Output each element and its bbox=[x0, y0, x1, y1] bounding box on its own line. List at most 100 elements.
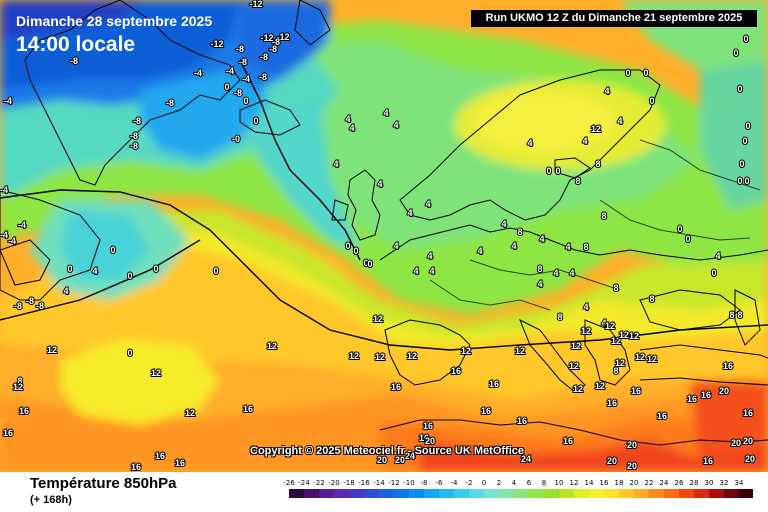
color-scale-cell bbox=[589, 489, 604, 498]
isotherm-label: 4 bbox=[539, 234, 544, 244]
map-svg: -12-12-12-12-8-4-8-8-8-8-4-4-8-8-8-8-4-8… bbox=[0, 0, 768, 472]
isotherm-label: 12 bbox=[267, 341, 277, 351]
isotherm-label: 16 bbox=[175, 458, 185, 468]
forecast-date: Dimanche 28 septembre 2025 bbox=[16, 13, 213, 29]
color-scale-cell bbox=[469, 489, 484, 498]
isotherm-label: 0 bbox=[649, 96, 654, 106]
color-scale-tick-label: -18 bbox=[343, 479, 355, 487]
color-scale-tick-label: 34 bbox=[734, 479, 744, 487]
isotherm-label: 0 bbox=[363, 258, 368, 268]
isotherm-label: 0 bbox=[345, 241, 350, 251]
color-scale-tick-label: -20 bbox=[328, 479, 340, 487]
isotherm-label: 16 bbox=[419, 433, 429, 443]
isotherm-label: -12 bbox=[276, 32, 289, 42]
isotherm-label: 0 bbox=[546, 166, 551, 176]
isotherm-label: 4 bbox=[393, 120, 398, 130]
isotherm-label: -8 bbox=[166, 98, 174, 108]
color-scale-cell bbox=[709, 489, 724, 498]
isotherm-label: 16 bbox=[607, 398, 617, 408]
model-run-info: Run UKMO 12 Z du Dimanche 21 septembre 2… bbox=[471, 10, 757, 27]
isotherm-label: 4 bbox=[377, 179, 382, 189]
color-scale-tick-label: -4 bbox=[450, 479, 458, 487]
isotherm-label: 0 bbox=[737, 176, 742, 186]
isotherm-label: 12 bbox=[591, 124, 601, 134]
color-scale-cell bbox=[574, 489, 589, 498]
isotherm-label: 0 bbox=[625, 68, 630, 78]
isotherm-label: 16 bbox=[423, 421, 433, 431]
isotherm-label: 0 bbox=[253, 116, 258, 126]
isotherm-label: 0 bbox=[127, 271, 132, 281]
color-scale-cell bbox=[454, 489, 469, 498]
isotherm-label: 4 bbox=[715, 251, 720, 261]
color-scale-cell bbox=[304, 489, 319, 498]
isotherm-label: -12 bbox=[260, 33, 273, 43]
isotherm-label: 20 bbox=[745, 454, 755, 464]
color-scale-tick-label: 24 bbox=[659, 479, 669, 487]
isotherm-label: 4 bbox=[501, 219, 506, 229]
isotherm-label: 0 bbox=[745, 121, 750, 131]
isotherm-label: 20 bbox=[425, 436, 435, 446]
isotherm-label: 4 bbox=[345, 114, 350, 124]
isotherm-label: 4 bbox=[511, 241, 516, 251]
isotherm-label: -8 bbox=[36, 301, 44, 311]
color-scale-tick-label: 16 bbox=[599, 479, 609, 487]
color-scale-cell bbox=[424, 489, 439, 498]
isotherm-label: 12 bbox=[611, 336, 621, 346]
isotherm-label: -12 bbox=[249, 0, 262, 9]
isotherm-label: 8 bbox=[601, 211, 606, 221]
isotherm-label: 12 bbox=[151, 368, 161, 378]
isotherm-label: 8 bbox=[737, 310, 742, 320]
isotherm-label: 0 bbox=[153, 264, 158, 274]
isotherm-label: 8 bbox=[557, 312, 562, 322]
temperature-map: -12 -12 -12 -12 -8 -4 -8 -8 -8 -8 -4 -4 -8 -8 -8 -8 -4 -8… bbox=[0, 0, 768, 472]
isotherm-label: 16 bbox=[243, 404, 253, 414]
isotherm-label: 16 bbox=[563, 436, 573, 446]
isotherm-label: 8 bbox=[729, 310, 734, 320]
isotherm-label: 4 bbox=[565, 242, 570, 252]
color-scale-cell bbox=[544, 489, 559, 498]
color-scale-cell bbox=[289, 489, 304, 498]
isotherm-label: 16 bbox=[131, 462, 141, 472]
isotherm-label: -4 bbox=[226, 66, 234, 76]
isotherm-label: 20 bbox=[731, 438, 741, 448]
isotherm-label: 16 bbox=[451, 366, 461, 376]
isotherm-label: 20 bbox=[627, 461, 637, 471]
color-scale-cell bbox=[679, 489, 694, 498]
color-scale-tick-label: -12 bbox=[388, 479, 400, 487]
isotherm-label: 12 bbox=[407, 351, 417, 361]
color-scale-tick-label: -24 bbox=[298, 479, 310, 487]
color-scale-cell bbox=[319, 489, 334, 498]
isotherm-label: -8 bbox=[239, 57, 247, 67]
isotherm-label: 4 bbox=[92, 266, 97, 276]
isotherm-label: 12 bbox=[349, 351, 359, 361]
isotherm-label: 16 bbox=[701, 390, 711, 400]
color-scale-cell bbox=[529, 489, 544, 498]
isotherm-label: 4 bbox=[407, 208, 412, 218]
isotherm-label: 16 bbox=[703, 456, 713, 466]
color-scale-cell bbox=[724, 489, 739, 498]
color-scale-cell bbox=[349, 489, 364, 498]
isotherm-label: -4 bbox=[0, 230, 8, 240]
color-scale-cell bbox=[739, 489, 753, 498]
isotherm-label: -8 bbox=[133, 116, 141, 126]
isotherm-label: 16 bbox=[155, 451, 165, 461]
isotherm-label: 4 bbox=[604, 86, 609, 96]
isotherm-label: 12 bbox=[571, 341, 581, 351]
isotherm-label: 12 bbox=[581, 326, 591, 336]
isotherm-label: 4 bbox=[425, 199, 430, 209]
isotherm-label: -8 bbox=[130, 131, 138, 141]
isotherm-label: -12 bbox=[210, 39, 223, 49]
isotherm-label: -8 bbox=[234, 88, 242, 98]
isotherm-label: 24 bbox=[521, 454, 531, 464]
isotherm-label: 8 bbox=[517, 227, 522, 237]
isotherm-label: 16 bbox=[687, 394, 697, 404]
color-scale-cell bbox=[334, 489, 349, 498]
isotherm-label: 16 bbox=[391, 382, 401, 392]
color-scale-cell bbox=[514, 489, 529, 498]
isotherm-label: 12 bbox=[515, 346, 525, 356]
color-scale-tick-label: -16 bbox=[358, 479, 370, 487]
color-scale-tick-label: 10 bbox=[554, 479, 564, 487]
color-scale-tick-label: 20 bbox=[629, 479, 639, 487]
isotherm-label: 0 bbox=[742, 136, 747, 146]
isotherm-label: 16 bbox=[723, 361, 733, 371]
